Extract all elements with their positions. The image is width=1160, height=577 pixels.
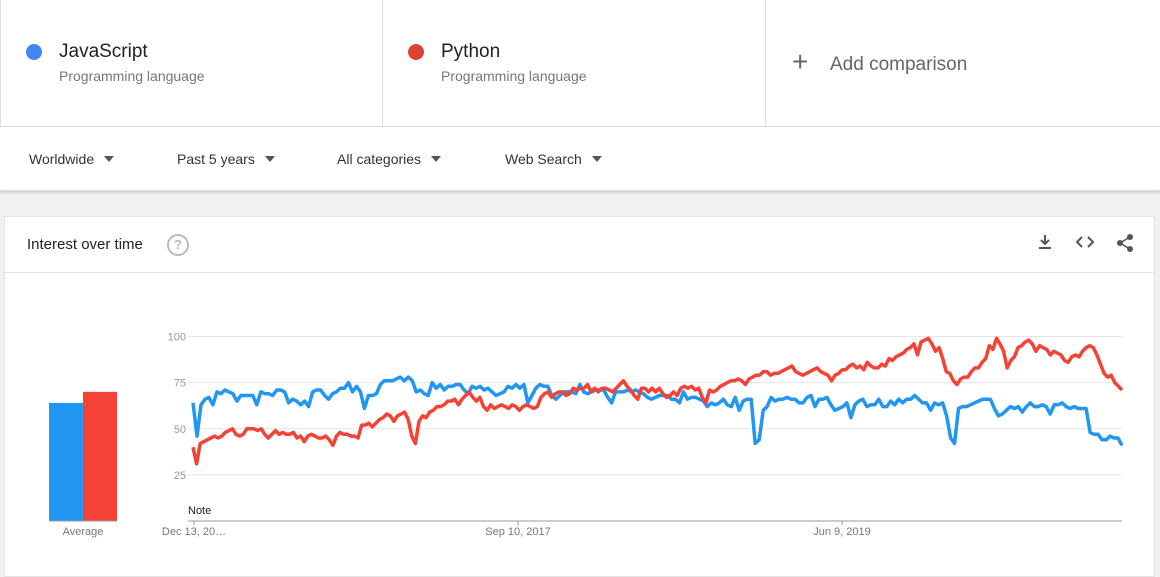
add-comparison-label: Add comparison: [830, 54, 968, 75]
term-name: Python: [441, 41, 501, 62]
share-icon[interactable]: [1113, 233, 1137, 257]
region-filter-label: Worldwide: [29, 151, 95, 167]
caret-down-icon: [104, 156, 115, 163]
help-circle-icon[interactable]: ?: [167, 234, 189, 256]
download-icon[interactable]: [1033, 233, 1057, 257]
plus-icon: +: [792, 46, 809, 77]
search-type-filter[interactable]: Web Search: [505, 151, 602, 167]
time-filter[interactable]: Past 5 years: [177, 151, 275, 167]
term-type: Programming language: [59, 68, 205, 84]
term-name: JavaScript: [59, 41, 148, 62]
search-type-filter-label: Web Search: [505, 151, 582, 167]
filter-bar: Worldwide Past 5 years All categories We…: [0, 127, 1160, 191]
term-python[interactable]: Python Programming language: [383, 0, 766, 126]
caret-down-icon: [264, 156, 275, 163]
embed-code-icon[interactable]: [1073, 233, 1097, 257]
term-color-dot: [26, 44, 42, 60]
category-filter[interactable]: All categories: [337, 151, 442, 167]
time-filter-label: Past 5 years: [177, 151, 255, 167]
category-filter-label: All categories: [337, 151, 422, 167]
term-javascript[interactable]: JavaScript Programming language: [0, 0, 383, 126]
add-comparison-button[interactable]: + Add comparison: [766, 0, 1160, 126]
term-color-dot: [408, 44, 424, 60]
caret-down-icon: [431, 156, 442, 163]
interest-over-time-card: Interest over time ?: [4, 216, 1155, 577]
comparison-bar: JavaScript Programming language Python P…: [0, 0, 1160, 127]
caret-down-icon: [591, 156, 602, 163]
card-title: Interest over time: [27, 236, 143, 253]
term-type: Programming language: [441, 68, 587, 84]
region-filter[interactable]: Worldwide: [29, 151, 115, 167]
card-header: Interest over time ?: [5, 217, 1154, 273]
